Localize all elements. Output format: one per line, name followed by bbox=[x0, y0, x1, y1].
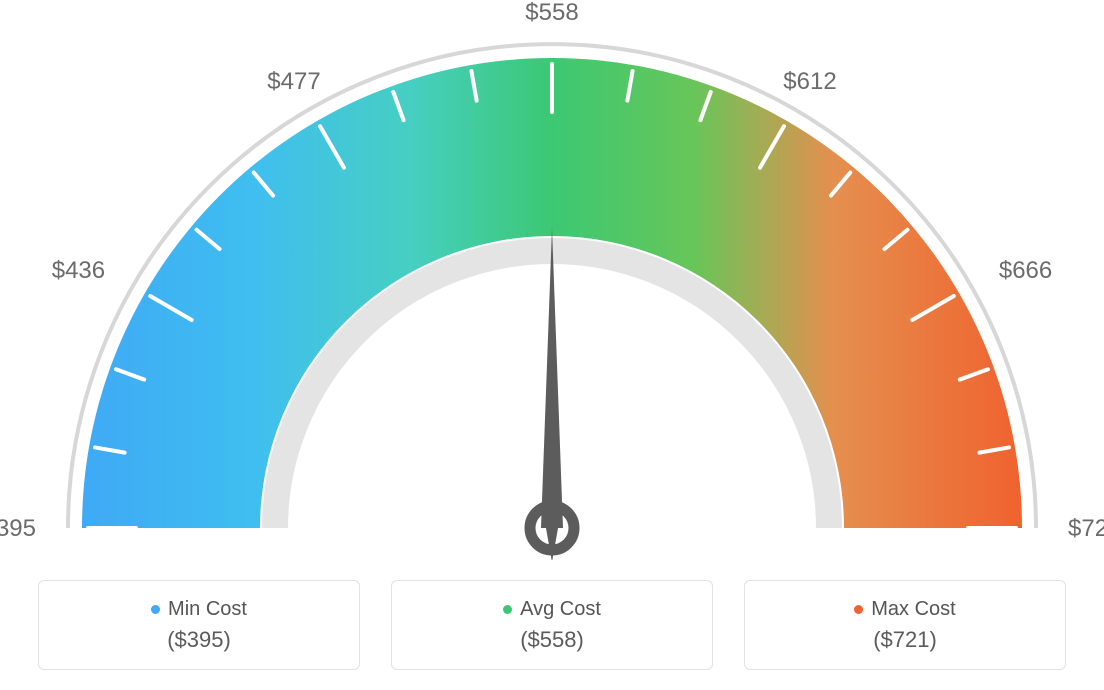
dot-icon bbox=[854, 605, 863, 614]
gauge-tick-label: $558 bbox=[525, 0, 578, 26]
gauge-tick-label: $721 bbox=[1068, 515, 1104, 542]
legend-value-max: ($721) bbox=[873, 627, 937, 653]
legend-title-avg: Avg Cost bbox=[503, 598, 601, 621]
legend-card-avg: Avg Cost ($558) bbox=[391, 580, 713, 670]
gauge-tick-label: $436 bbox=[52, 257, 105, 284]
legend-title-max: Max Cost bbox=[854, 598, 955, 621]
legend-title-text: Avg Cost bbox=[520, 598, 601, 621]
legend-card-max: Max Cost ($721) bbox=[744, 580, 1066, 670]
dot-icon bbox=[151, 605, 160, 614]
gauge-tick-label: $395 bbox=[0, 515, 36, 542]
legend-title-min: Min Cost bbox=[151, 598, 247, 621]
legend-value-avg: ($558) bbox=[520, 627, 584, 653]
legend-value-min: ($395) bbox=[167, 627, 231, 653]
gauge-tick-label: $477 bbox=[267, 68, 320, 95]
gauge-tick-label: $666 bbox=[999, 257, 1052, 284]
gauge-tick-label: $612 bbox=[783, 68, 836, 95]
legend-title-text: Min Cost bbox=[168, 598, 247, 621]
gauge-chart: $395 $436 $477 $558 $612 $666 $721 bbox=[0, 0, 1104, 560]
cost-gauge-container: $395 $436 $477 $558 $612 $666 $721 Min Cost ($… bbox=[0, 0, 1104, 690]
legend-title-text: Max Cost bbox=[871, 598, 955, 621]
gauge-svg: $395 $436 $477 $558 $612 $666 $721 bbox=[0, 0, 1104, 560]
legend-row: Min Cost ($395) Avg Cost ($558) Max Cost… bbox=[0, 580, 1104, 670]
dot-icon bbox=[503, 605, 512, 614]
legend-card-min: Min Cost ($395) bbox=[38, 580, 360, 670]
